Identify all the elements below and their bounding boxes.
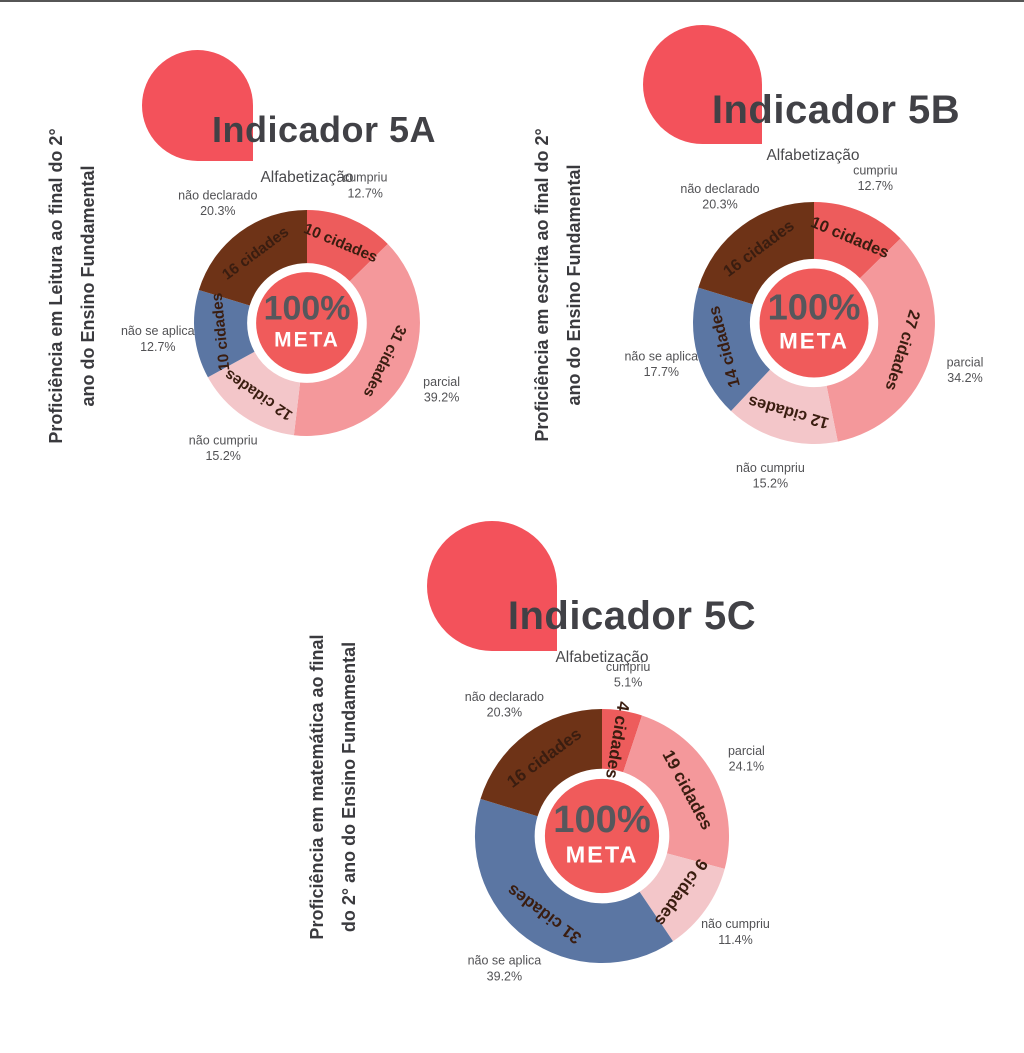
chart-5c-side-label: Proficiência em matemática ao final do 2… (299, 592, 367, 982)
slice-name-label: não cumpriu 15.2% (736, 461, 805, 491)
meta-value: 100% (264, 290, 351, 328)
meta-label: META (779, 328, 849, 353)
slice-name-label: não declarado 20.3% (178, 188, 257, 218)
chart-5a-side-label-line1: Proficiência em Leitura ao final do 2° (46, 128, 66, 444)
slice-cumpriu (814, 202, 901, 279)
slice-name-label: parcial 24.1% (728, 744, 765, 774)
chart-5b-side-label: Proficiência em escrita ao final do 2° a… (524, 90, 592, 480)
chart-5b-side-label-line1: Proficiência em escrita ao final do 2° (532, 128, 552, 442)
chart-5b-side-label-line2: ano do Ensino Fundamental (564, 164, 584, 406)
slice-parcial (293, 244, 420, 436)
slice-não-cumpriu (207, 351, 301, 436)
slice-name-label: não cumpriu 15.2% (189, 433, 258, 463)
slice-name-label: parcial 34.2% (947, 356, 984, 386)
chart-5a-blob-icon (142, 50, 253, 161)
slice-não-cumpriu (639, 853, 725, 942)
slice-name-label: não se aplica 12.7% (121, 324, 195, 354)
slice-name-label: não cumpriu 11.4% (701, 917, 770, 947)
meta-circle (759, 268, 869, 378)
slice-parcial (623, 715, 730, 869)
slice-não-declarado (480, 709, 602, 817)
infographic-page: { "page": { "top_border_color": "#565656… (0, 0, 1024, 984)
slice-não-declarado (198, 210, 307, 306)
chart-5c-side-label-line2: do 2° ano do Ensino Fundamental (339, 641, 359, 933)
meta-label: META (274, 329, 340, 352)
slice-name-label: cumpriu 12.7% (343, 171, 388, 201)
slice-name-label: cumpriu 12.7% (853, 163, 898, 193)
slice-name-label: não se aplica 39.2% (468, 954, 542, 984)
meta-circle (544, 778, 660, 894)
slice-name-label: cumpriu 5.1% (606, 660, 651, 690)
chart-5c-title: Indicador 5C (507, 594, 757, 638)
slice-cumpriu (307, 210, 388, 282)
meta-label: META (566, 842, 639, 868)
meta-value: 100% (768, 286, 861, 327)
slice-cumpriu (602, 709, 642, 773)
chart-5c-subtitle: Alfabetização (555, 649, 649, 666)
slice-não-se-aplica (693, 287, 770, 411)
chart-5b-blob-icon (643, 25, 762, 144)
slice-parcial (826, 238, 935, 442)
slice-name-label: parcial 39.2% (423, 375, 460, 405)
slice-name-label: não declarado 20.3% (680, 182, 759, 212)
chart-5b-title: Indicador 5B (711, 88, 961, 132)
top-border-line (0, 0, 1024, 2)
chart-5a-title: Indicador 5A (211, 109, 437, 150)
chart-5a-subtitle: Alfabetização (260, 169, 354, 186)
meta-value: 100% (553, 799, 650, 841)
chart-5c-side-label-line1: Proficiência em matemática ao final (307, 634, 327, 940)
slice-name-label: não declarado 20.3% (465, 690, 544, 720)
chart-5b-subtitle: Alfabetização (766, 147, 860, 164)
chart-5c-blob-icon (427, 521, 557, 651)
slice-name-label: não se aplica 17.7% (624, 349, 698, 379)
slice-não-se-aplica (474, 798, 673, 964)
chart-5a-side-label: Proficiência em Leitura ao final do 2° a… (38, 91, 106, 481)
slice-não-cumpriu (731, 369, 838, 444)
meta-circle (256, 272, 358, 374)
slice-não-declarado (698, 202, 814, 305)
slice-não-se-aplica (194, 290, 255, 378)
chart-5a-side-label-line2: ano do Ensino Fundamental (78, 165, 98, 407)
